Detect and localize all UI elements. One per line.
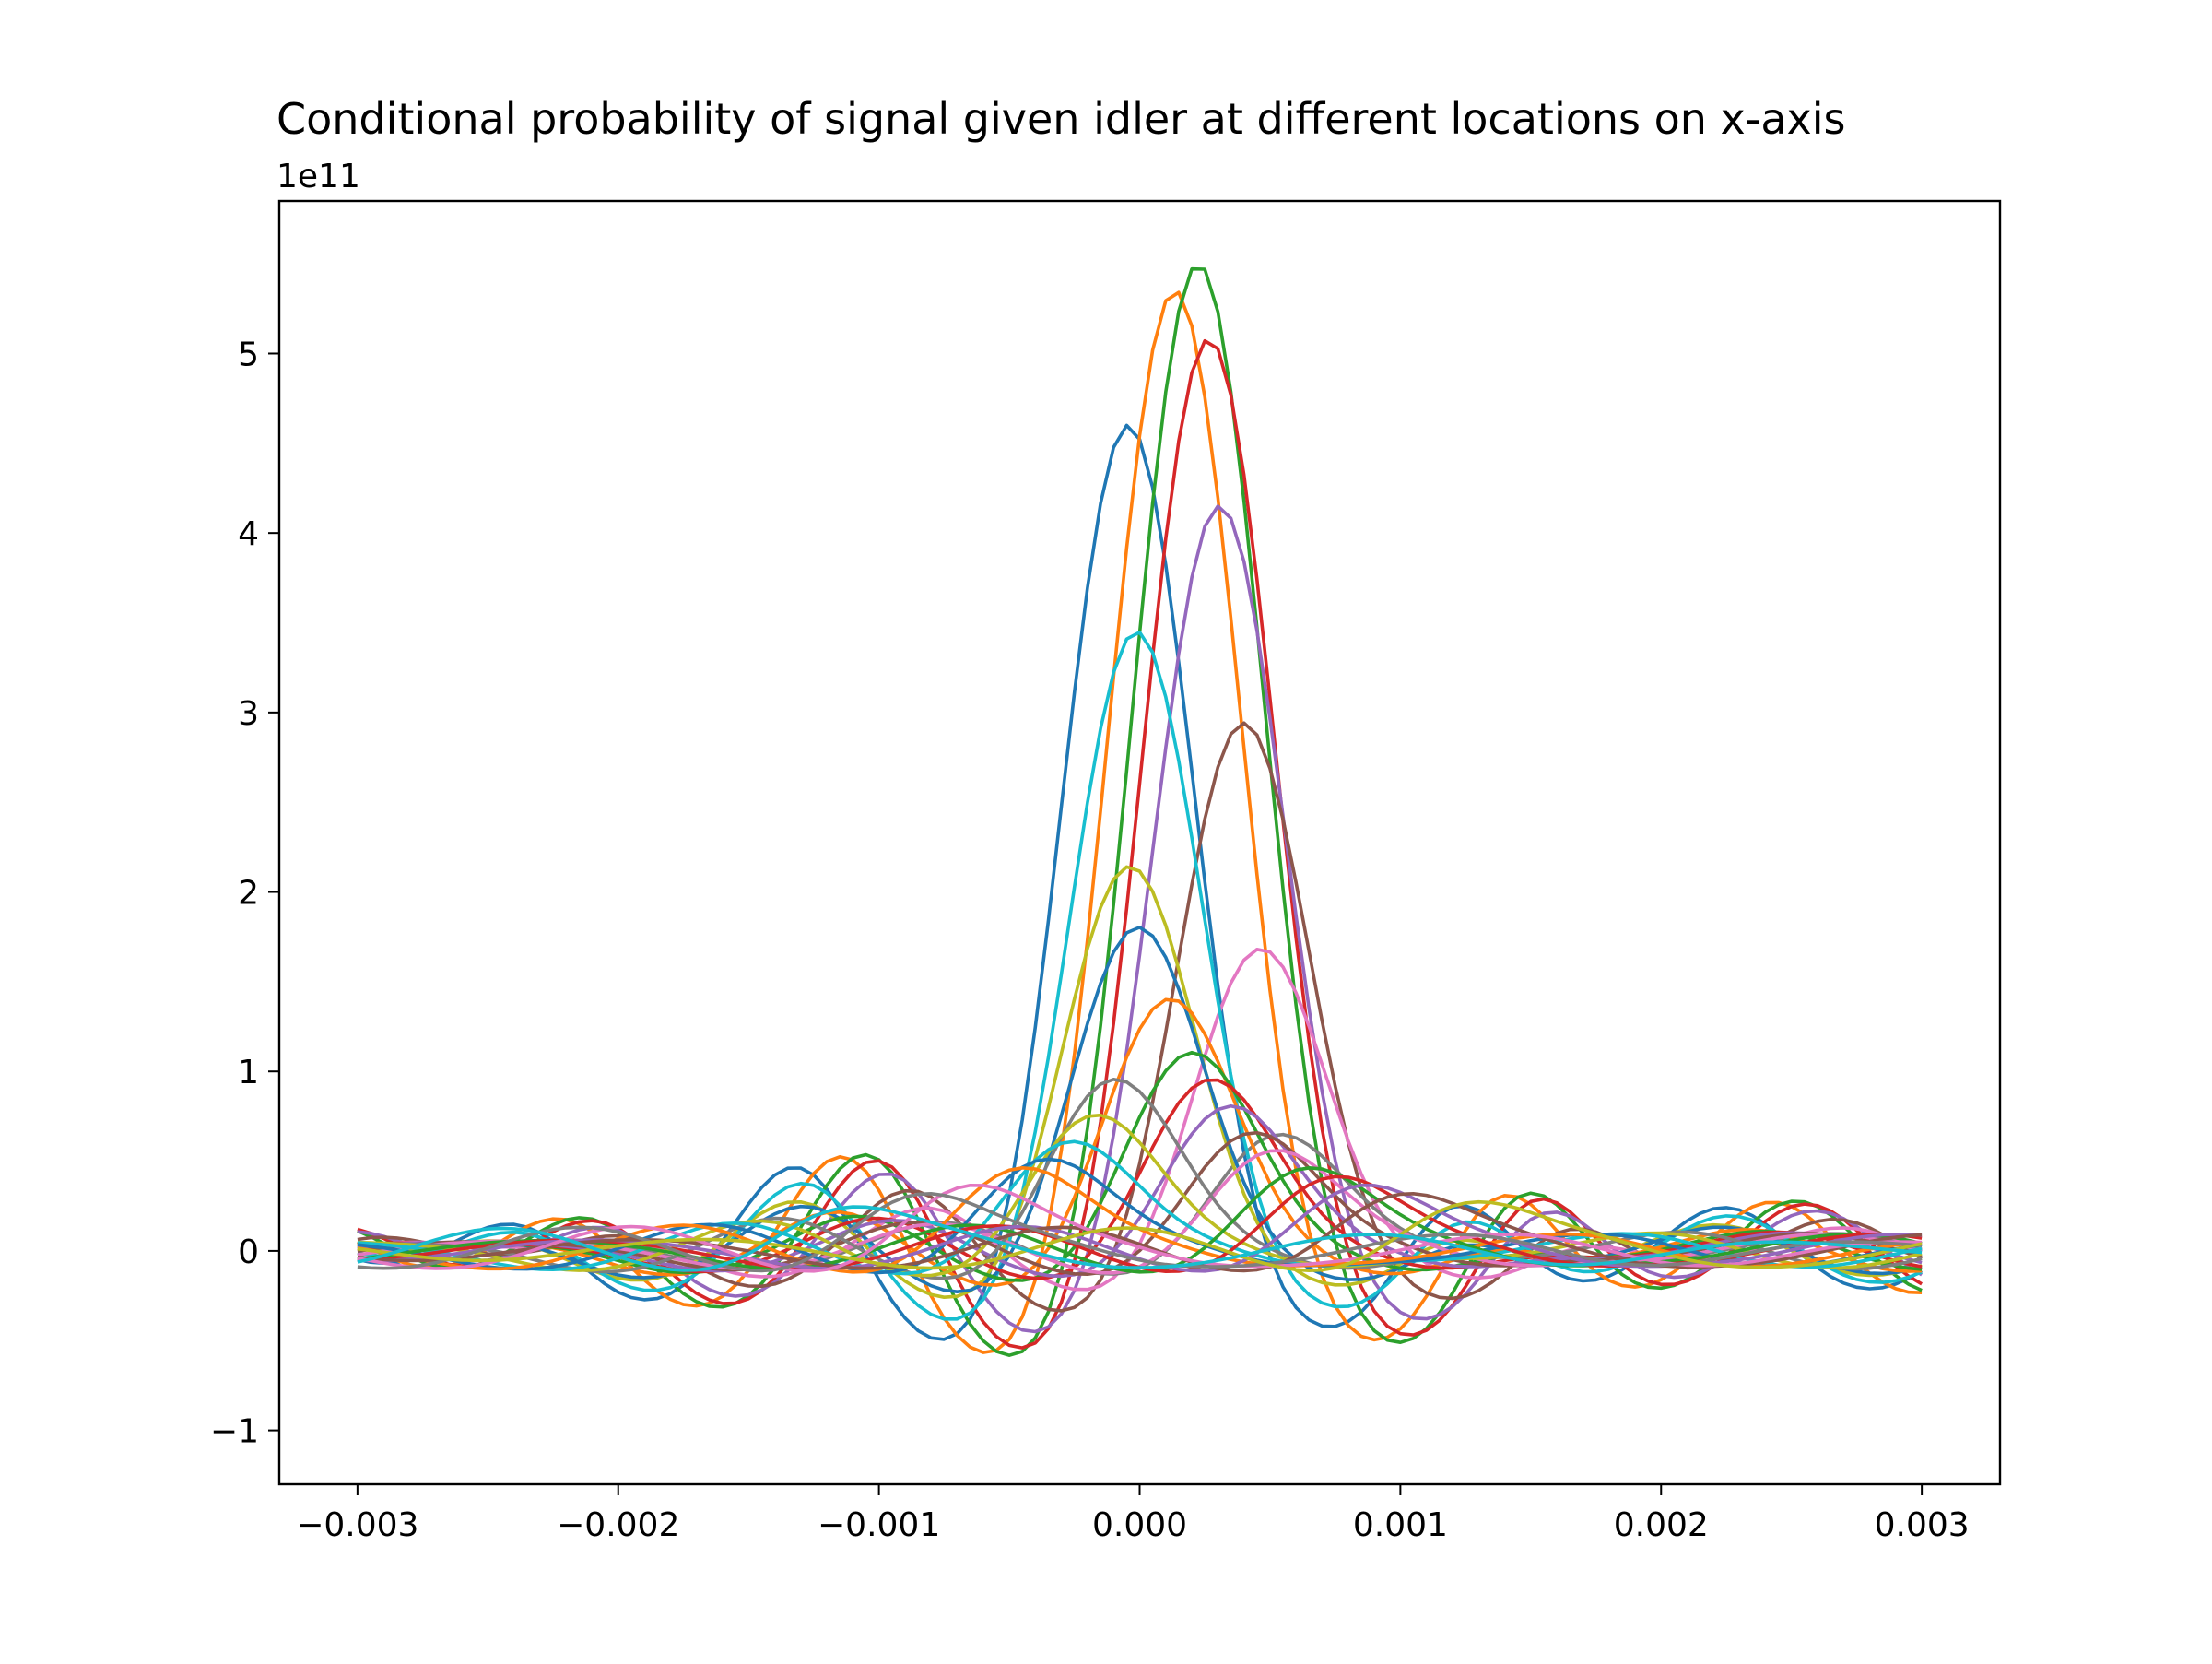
y-tick-label: −1 [210, 1413, 259, 1451]
y-tick-label: 3 [238, 695, 259, 733]
x-tick-label: 0.000 [1092, 1506, 1187, 1544]
series-line [357, 1199, 1923, 1272]
y-tick-label: 4 [238, 515, 259, 553]
x-axis: −0.003 −0.002 −0.001 0.000 0.001 0.002 0.003 [296, 1484, 1970, 1544]
x-tick-label: −0.003 [296, 1506, 418, 1544]
y-tick-label: 0 [238, 1233, 259, 1271]
y-axis: −1 0 1 2 3 4 5 [210, 336, 279, 1451]
y-tick-label: 5 [238, 336, 259, 373]
x-tick-label: 0.001 [1353, 1506, 1448, 1544]
x-tick-label: −0.002 [557, 1506, 679, 1544]
series-line [357, 1192, 1923, 1273]
series-line [357, 1184, 1923, 1273]
series-line [357, 1205, 1923, 1272]
series-line [357, 1157, 1923, 1275]
y-tick-label: 2 [238, 875, 259, 913]
y-tick-label: 1 [238, 1054, 259, 1092]
chart-title: Conditional probability of signal given … [276, 94, 1846, 144]
series-line [357, 1113, 1923, 1278]
y-offset-label: 1e11 [276, 158, 360, 195]
x-tick-label: 0.002 [1614, 1506, 1709, 1544]
x-tick-label: −0.001 [818, 1506, 940, 1544]
series-layer [357, 266, 1924, 1357]
plot-frame [277, 199, 2002, 1486]
series-line [357, 926, 1923, 1293]
x-tick-label: 0.003 [1875, 1506, 1970, 1544]
